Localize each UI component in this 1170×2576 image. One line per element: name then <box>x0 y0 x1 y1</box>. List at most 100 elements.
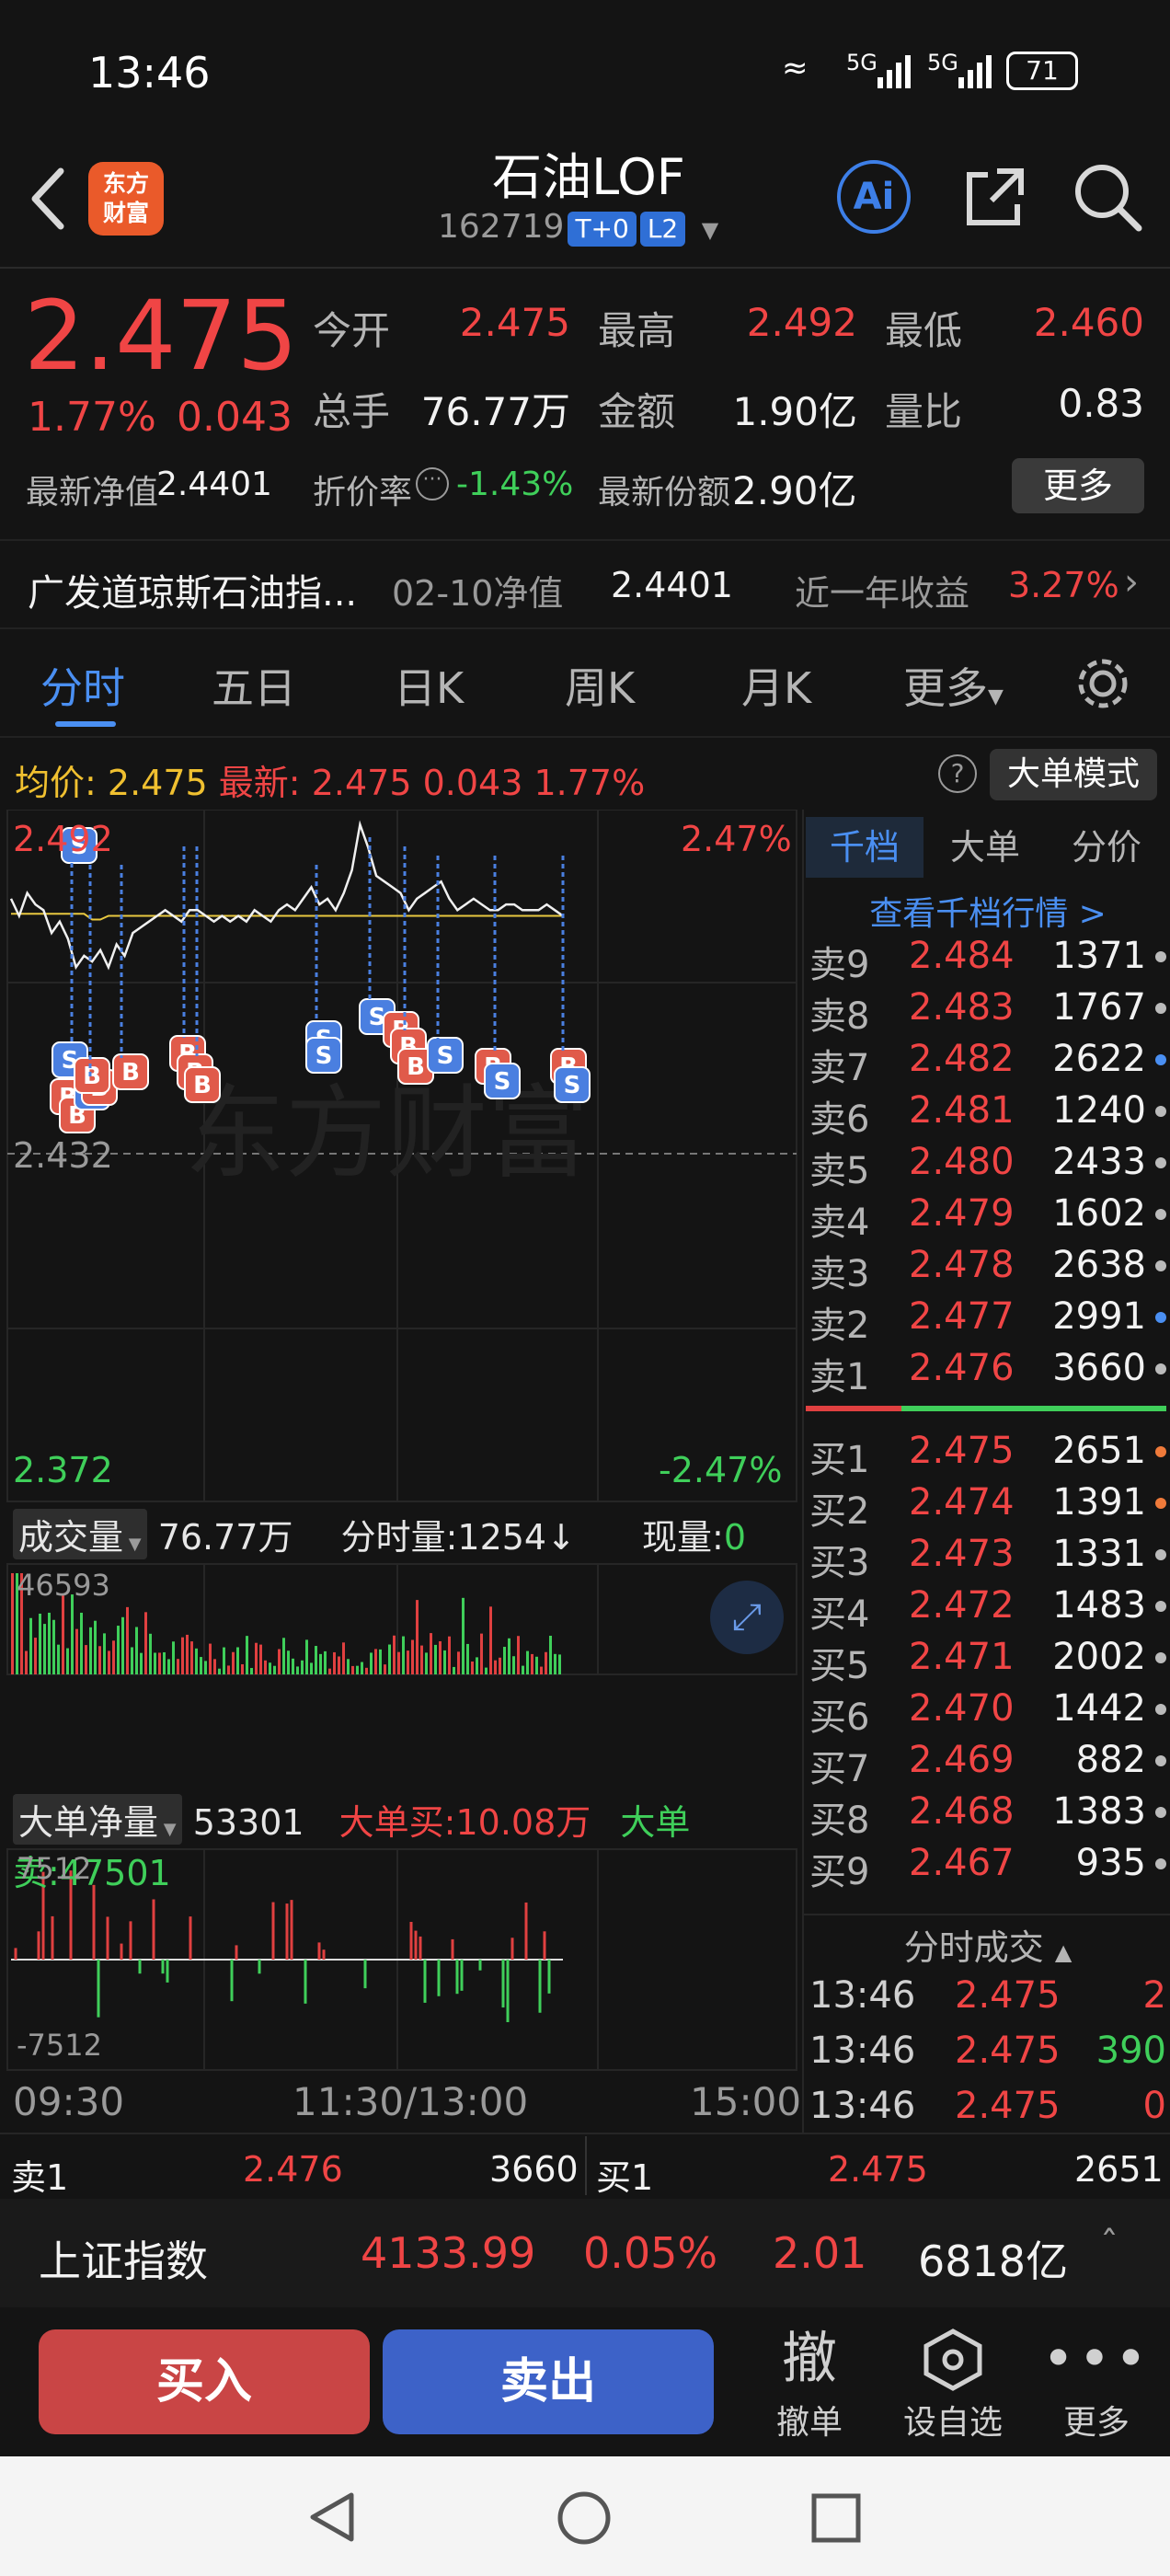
cancel-order-button[interactable]: 撤 撤单 <box>754 2322 865 2444</box>
ask-level-label: 卖6 <box>809 1098 870 1141</box>
nav-label: 最新净值 <box>26 474 159 512</box>
index-bar[interactable]: 上证指数 4133.99 0.05% 2.01 6818亿 ˆ <box>0 2199 1170 2307</box>
ask-indicator-dot <box>1155 1209 1166 1220</box>
expand-chart-button[interactable]: ⤢ <box>710 1581 784 1654</box>
ask-row[interactable]: 卖5 2.480 2433 <box>806 1141 1170 1192</box>
ask-row[interactable]: 卖2 2.477 2991 <box>806 1295 1170 1347</box>
dropdown-icon[interactable]: ▼ <box>701 217 719 243</box>
change-value: 0.043 <box>177 394 292 441</box>
fund-name: 广发道琼斯石油指... <box>28 572 358 615</box>
tab-fenshi[interactable]: 分时 <box>40 663 125 713</box>
ask-row[interactable]: 卖3 2.478 2638 <box>806 1244 1170 1295</box>
ask-indicator-dot <box>1155 951 1166 962</box>
ask-row[interactable]: 卖7 2.482 2622 <box>806 1038 1170 1089</box>
bid-row[interactable]: 买3 2.473 1331 <box>806 1533 1170 1584</box>
volume-max-tick: 46593 <box>17 1568 110 1603</box>
tab-fenjia[interactable]: 分价 <box>1071 827 1141 868</box>
volume-label: 总手 <box>313 389 391 434</box>
tab-wuri[interactable]: 五日 <box>212 663 296 713</box>
right-panel <box>802 810 1170 2134</box>
nav-back-icon[interactable] <box>305 2490 361 2545</box>
volume-bar <box>296 1666 299 1674</box>
volume-bar <box>462 1597 465 1674</box>
ask-row[interactable]: 卖8 2.483 1767 <box>806 986 1170 1038</box>
volume-bar <box>200 1657 202 1674</box>
bid-row[interactable]: 买9 2.467 935 <box>806 1842 1170 1893</box>
tab-more[interactable]: 更多▼ <box>903 655 1004 716</box>
info-icon[interactable]: ··· <box>416 467 449 500</box>
fund-row[interactable]: 广发道琼斯石油指... 02-10净值 2.4401 近一年收益 3.27% › <box>0 541 1170 626</box>
volume-bar <box>255 1642 258 1674</box>
ask-level-label: 卖1 <box>809 1356 870 1398</box>
ask-volume: 2638 <box>1052 1244 1146 1286</box>
bid-row[interactable]: 买8 2.468 1383 <box>806 1790 1170 1842</box>
tab-yuek[interactable]: 月K <box>741 663 812 713</box>
trade-markers: SSBBSBBBBBBSSSBBBSBSBS <box>50 827 591 1133</box>
caret-down-icon: ▼ <box>988 685 1004 708</box>
ask-row[interactable]: 卖4 2.479 1602 <box>806 1192 1170 1244</box>
chevron-up-icon[interactable]: ˆ <box>1100 2225 1118 2267</box>
volume-bar <box>448 1636 451 1674</box>
net-selector[interactable]: 大单净量 ▼ <box>13 1794 182 1845</box>
bid-row[interactable]: 买2 2.474 1391 <box>806 1481 1170 1533</box>
back-icon[interactable] <box>26 164 70 234</box>
bigsell-label: 大单卖: <box>13 1802 691 1893</box>
tab-dadan[interactable]: 大单 <box>949 827 1020 868</box>
chevron-right-icon: › <box>1124 561 1139 604</box>
marker-label: B <box>121 1059 140 1087</box>
bid-row[interactable]: 买6 2.470 1442 <box>806 1687 1170 1739</box>
sell-button[interactable]: 卖出 <box>383 2329 714 2434</box>
bid-row[interactable]: 买4 2.472 1483 <box>806 1584 1170 1636</box>
volume-bar <box>292 1658 294 1674</box>
ask-row[interactable]: 卖6 2.481 1240 <box>806 1089 1170 1141</box>
bid-indicator-dot <box>1155 1704 1166 1715</box>
volume-bar <box>195 1648 198 1674</box>
volume-bar <box>466 1643 469 1674</box>
latest-value: 2.475 <box>311 763 412 803</box>
ask-price: 2.477 <box>909 1295 1015 1338</box>
tab-zhouk[interactable]: 周K <box>565 663 636 713</box>
buy-marker <box>74 1057 110 1094</box>
volume-bar <box>499 1657 501 1674</box>
more-quote-button[interactable]: 更多 <box>1012 458 1144 513</box>
search-icon[interactable] <box>1071 160 1144 234</box>
tab-qiandang[interactable]: 千档 <box>806 817 923 878</box>
bid-level-label: 买4 <box>809 1593 870 1636</box>
volume-bar <box>402 1636 405 1674</box>
cancel-order-icon: 撤 <box>782 2327 837 2391</box>
bid-row[interactable]: 买1 2.475 2651 <box>806 1430 1170 1481</box>
index-value: 4133.99 <box>361 2228 536 2278</box>
volume-bar <box>374 1649 377 1674</box>
volume-value: 76.77万 <box>420 389 570 434</box>
trades-header[interactable]: 分时成交 ▲ <box>806 1919 1170 1970</box>
view-depth-link[interactable]: 查看千档行情 > <box>869 895 1107 933</box>
buy-button[interactable]: 买入 <box>39 2329 370 2434</box>
bottom-bid-label: 买1 <box>596 2157 654 2198</box>
stock-code-row[interactable]: 162719 T+0 L2 ▼ <box>438 208 718 247</box>
nav-home-icon[interactable] <box>556 2490 613 2547</box>
ask-row[interactable]: 卖9 2.484 1371 <box>806 935 1170 986</box>
net-value: 53301 <box>192 1802 304 1843</box>
ai-button[interactable]: Ai <box>837 160 911 234</box>
settings-gear-icon[interactable] <box>1074 655 1131 712</box>
intraday-chart[interactable]: 东方财富 SSBBSBBBBBBSSSBBBSBSBS <box>0 810 802 2134</box>
bid-price: 2.470 <box>909 1687 1015 1730</box>
share-icon[interactable] <box>960 162 1030 232</box>
more-actions-button[interactable]: ••• 更多 <box>1041 2322 1152 2444</box>
buy-marker <box>112 1053 149 1090</box>
trade-volume: 2 <box>1142 1974 1166 2017</box>
volume-selector[interactable]: 成交量 ▼ <box>13 1509 147 1559</box>
marker-label: S <box>494 1068 511 1096</box>
stock-name: 石油LOF <box>492 148 685 206</box>
bid-row[interactable]: 买7 2.469 882 <box>806 1739 1170 1790</box>
bigorder-mode-button[interactable]: 大单模式 <box>990 749 1157 800</box>
tab-rik[interactable]: 日K <box>394 663 465 713</box>
index-name: 上证指数 <box>39 2237 208 2286</box>
nav-recents-icon[interactable] <box>809 2491 863 2545</box>
add-watchlist-button[interactable]: 设自选 <box>898 2322 1008 2444</box>
ask-volume: 1240 <box>1052 1089 1146 1132</box>
ask-row[interactable]: 卖1 2.476 3660 <box>806 1347 1170 1398</box>
bid-row[interactable]: 买5 2.471 2002 <box>806 1636 1170 1687</box>
help-icon[interactable]: ? <box>938 754 977 793</box>
volume-bar <box>34 1638 37 1674</box>
